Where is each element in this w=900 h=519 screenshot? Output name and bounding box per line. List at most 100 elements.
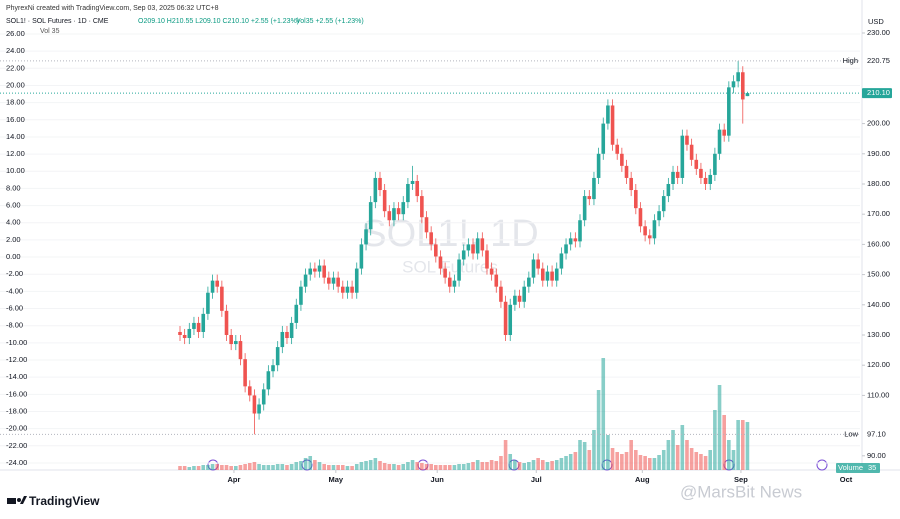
brand-logo: [7, 496, 27, 504]
volume-bar: [299, 461, 303, 470]
volume-bar: [387, 464, 392, 470]
candle-body: [410, 180, 415, 184]
candle-body: [643, 226, 647, 236]
volume-bar: [345, 466, 350, 470]
volume-legend: Vol 35: [40, 28, 60, 35]
candle-body: [359, 244, 364, 269]
candle-body: [573, 238, 578, 242]
y2-tick-label: 190.00: [867, 149, 890, 158]
volume-bar: [392, 464, 396, 470]
candle-body: [299, 286, 303, 305]
volume-bar: [666, 440, 671, 470]
volume-bar: [178, 466, 182, 470]
volume-bar: [234, 466, 238, 470]
volume-bar: [373, 458, 378, 470]
y-tick-label: 24.00: [6, 46, 25, 55]
volume-bar: [336, 465, 340, 470]
volume-bar: [540, 460, 545, 470]
candle-body: [220, 286, 224, 311]
volume-bar: [629, 440, 633, 470]
volume-bar: [275, 464, 280, 470]
event-icon[interactable]: [816, 459, 828, 471]
candle-body: [536, 259, 540, 269]
candle-body: [331, 277, 336, 284]
volume-bar: [466, 463, 471, 470]
y-tick-label: 2.00: [6, 235, 21, 244]
candle-body: [657, 211, 661, 221]
volume-bar: [745, 422, 750, 470]
x-tick-label: Oct: [840, 475, 853, 484]
candle-body: [647, 235, 652, 239]
candle-body: [596, 153, 601, 178]
candle-body: [689, 144, 694, 160]
y-tick-label: 22.00: [6, 63, 25, 72]
volume-bar: [308, 456, 313, 470]
volume-bar: [568, 454, 573, 470]
volume-bar: [647, 458, 652, 470]
volume-bar: [182, 466, 187, 470]
candle-body: [582, 196, 587, 221]
y-tick-label: -14.00: [6, 372, 27, 381]
volume-label: 35: [868, 463, 876, 472]
candle-body: [675, 171, 680, 178]
y2-tick-label: 90.00: [867, 451, 886, 460]
volume-bar: [727, 440, 731, 470]
candle-body: [401, 202, 406, 215]
y-tick-label: 20.00: [6, 80, 25, 89]
last-price-label: 210.10: [867, 88, 890, 97]
volume-bar: [573, 452, 578, 470]
volume-bar: [689, 448, 694, 470]
volume-bar: [699, 454, 703, 470]
candle-body: [489, 268, 494, 275]
candle-body: [522, 286, 526, 302]
candle-body: [182, 335, 187, 339]
candle-body: [587, 196, 592, 200]
volume-bar: [694, 452, 699, 470]
volume-bar: [517, 462, 522, 470]
watermark-sub: SOL Futures: [402, 257, 498, 276]
volume-bar: [499, 456, 503, 470]
low-text: Low: [844, 429, 858, 438]
volume-bar: [317, 462, 322, 470]
candle-body: [201, 313, 206, 332]
volume-text: Volume: [838, 463, 863, 472]
volume-bar: [624, 452, 629, 470]
volume-bar: [303, 458, 308, 470]
volume-bar: [652, 458, 657, 470]
volume-line: Vol35 +2.55 (+1.23%): [296, 18, 364, 25]
y2-tick-label: 200.00: [867, 119, 890, 128]
volume-bar: [443, 465, 447, 470]
volume-bar: [289, 464, 294, 470]
y2-tick-label: 140.00: [867, 300, 890, 309]
y-tick-label: -6.00: [6, 304, 23, 313]
candle-body: [461, 250, 466, 260]
candle-body: [517, 295, 522, 302]
volume-bar: [471, 462, 475, 470]
candle-body: [629, 177, 633, 191]
candle-body: [513, 295, 517, 305]
y-tick-label: -18.00: [6, 406, 27, 415]
candle-body: [368, 202, 373, 230]
volume-bar: [703, 456, 708, 470]
candle-body: [243, 359, 247, 387]
volume-bar: [247, 463, 252, 470]
volume-bar: [513, 460, 517, 470]
x-tick-label: Sep: [734, 475, 748, 484]
candle-body: [196, 322, 201, 332]
volume-bar: [220, 465, 224, 470]
volume-bar: [596, 390, 601, 470]
volume-bar: [615, 452, 620, 470]
volume-bar: [675, 445, 680, 470]
y2-tick-label: 180.00: [867, 179, 890, 188]
candle-body: [438, 256, 443, 269]
y-tick-label: 18.00: [6, 98, 25, 107]
volume-bar: [685, 440, 689, 470]
candle-body: [434, 244, 438, 257]
volume-bar: [327, 465, 331, 470]
volume-bar: [201, 465, 206, 470]
candle-body: [564, 244, 568, 254]
volume-bar: [210, 464, 215, 470]
volume-bar: [559, 458, 564, 470]
volume-bar: [713, 410, 717, 470]
chart-title: SOL1! · SOL Futures · 1D · CME: [6, 18, 109, 25]
